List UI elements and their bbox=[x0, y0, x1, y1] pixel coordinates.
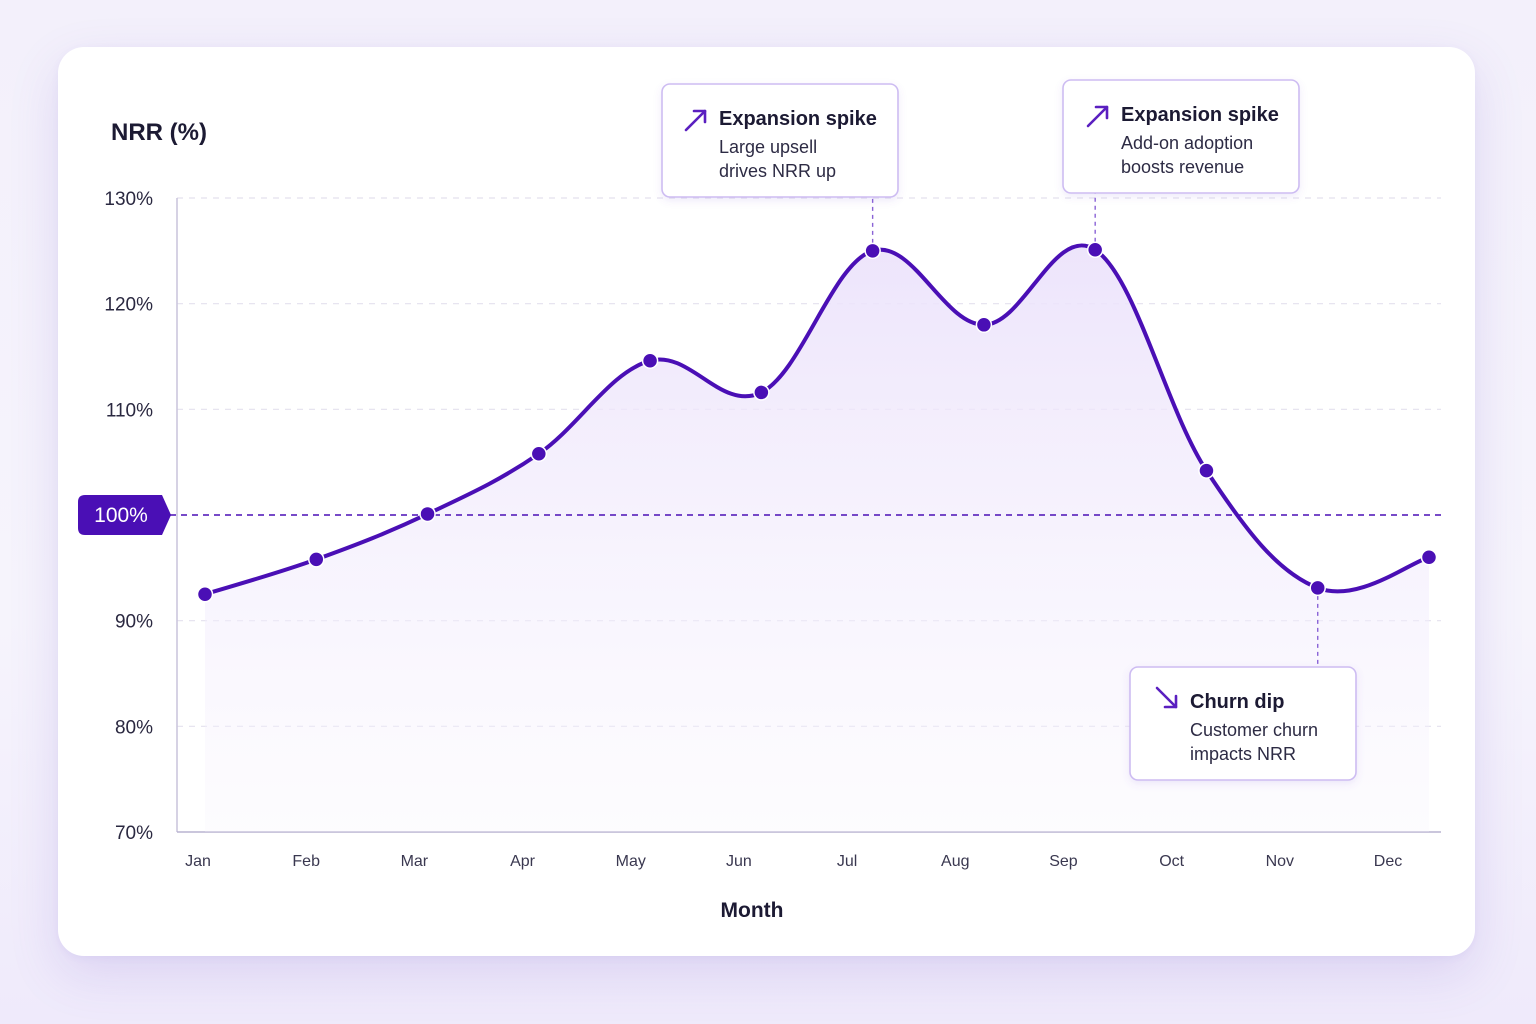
annotation-box bbox=[1129, 666, 1357, 781]
annotation-box bbox=[1062, 79, 1300, 194]
data-point bbox=[308, 551, 325, 568]
data-point bbox=[1309, 579, 1326, 597]
annotation-expansion-spike-sep: Expansion spike Add-on adoption boosts r… bbox=[1062, 79, 1300, 194]
arrow-up-right-icon bbox=[1086, 105, 1109, 128]
data-point bbox=[419, 505, 436, 523]
annotation-line: Customer churn bbox=[1190, 720, 1318, 740]
annotation-leaders bbox=[871, 193, 1319, 667]
x-tick-label: Sep bbox=[1049, 853, 1078, 870]
annotation-box bbox=[661, 83, 899, 198]
annotation-title: Churn dip bbox=[1190, 691, 1284, 713]
area-fill bbox=[205, 245, 1429, 832]
data-points bbox=[196, 241, 1438, 603]
annotation-title: Expansion spike bbox=[1121, 104, 1279, 126]
y-tick-label: 130% bbox=[104, 189, 153, 210]
data-point bbox=[641, 352, 659, 369]
x-tick-label: Dec bbox=[1374, 853, 1402, 870]
reference-badge-label: 100% bbox=[94, 504, 148, 527]
x-tick-label: Jan bbox=[185, 853, 211, 870]
annotation-line: Large upsell bbox=[719, 137, 817, 157]
x-tick-label: Feb bbox=[292, 853, 320, 870]
x-tick-label: Mar bbox=[401, 853, 429, 870]
arrow-down-right-icon bbox=[1155, 686, 1178, 709]
x-tick-label: Oct bbox=[1159, 853, 1184, 870]
reference-badge-shape bbox=[78, 495, 171, 535]
y-tick-label: 90% bbox=[115, 612, 153, 633]
y-tick-label: 70% bbox=[115, 823, 153, 844]
data-point bbox=[975, 316, 993, 334]
annotation-line: Add-on adoption bbox=[1121, 133, 1253, 153]
data-point bbox=[753, 384, 770, 401]
data-point bbox=[530, 445, 548, 462]
x-tick-label: Apr bbox=[510, 853, 536, 870]
annotation-line: drives NRR up bbox=[719, 161, 836, 181]
x-tick-label: Jun bbox=[726, 853, 752, 870]
y-axis-ticks: 130% 120% 110% 90% 80% 70% bbox=[104, 189, 153, 844]
y-axis-title: NRR (%) bbox=[111, 119, 207, 146]
y-tick-label: 80% bbox=[115, 717, 153, 738]
data-point bbox=[864, 242, 881, 260]
data-point bbox=[1420, 549, 1438, 566]
data-point bbox=[196, 586, 214, 603]
data-point bbox=[1086, 241, 1104, 259]
x-tick-label: Nov bbox=[1266, 853, 1294, 870]
arrow-up-right-icon bbox=[684, 109, 707, 132]
annotation-churn-dip-nov: Churn dip Customer churn impacts NRR bbox=[1129, 666, 1357, 781]
annotation-line: impacts NRR bbox=[1190, 744, 1296, 764]
x-axis-ticks: Jan Feb Mar Apr May Jun Jul Aug Sep Oct Nov Dec bbox=[185, 853, 1402, 870]
data-point bbox=[1198, 462, 1215, 479]
x-tick-label: Aug bbox=[941, 853, 969, 870]
x-tick-label: Jul bbox=[837, 853, 857, 870]
x-tick-label: May bbox=[616, 853, 646, 870]
x-axis-title: Month bbox=[721, 899, 784, 922]
annotation-title: Expansion spike bbox=[719, 108, 877, 130]
y-tick-label: 110% bbox=[106, 400, 153, 421]
annotation-expansion-spike-jul: Expansion spike Large upsell drives NRR … bbox=[661, 83, 899, 198]
y-tick-label: 120% bbox=[104, 295, 153, 316]
annotation-line: boosts revenue bbox=[1121, 157, 1244, 177]
reference-badge: 100% bbox=[78, 495, 171, 535]
